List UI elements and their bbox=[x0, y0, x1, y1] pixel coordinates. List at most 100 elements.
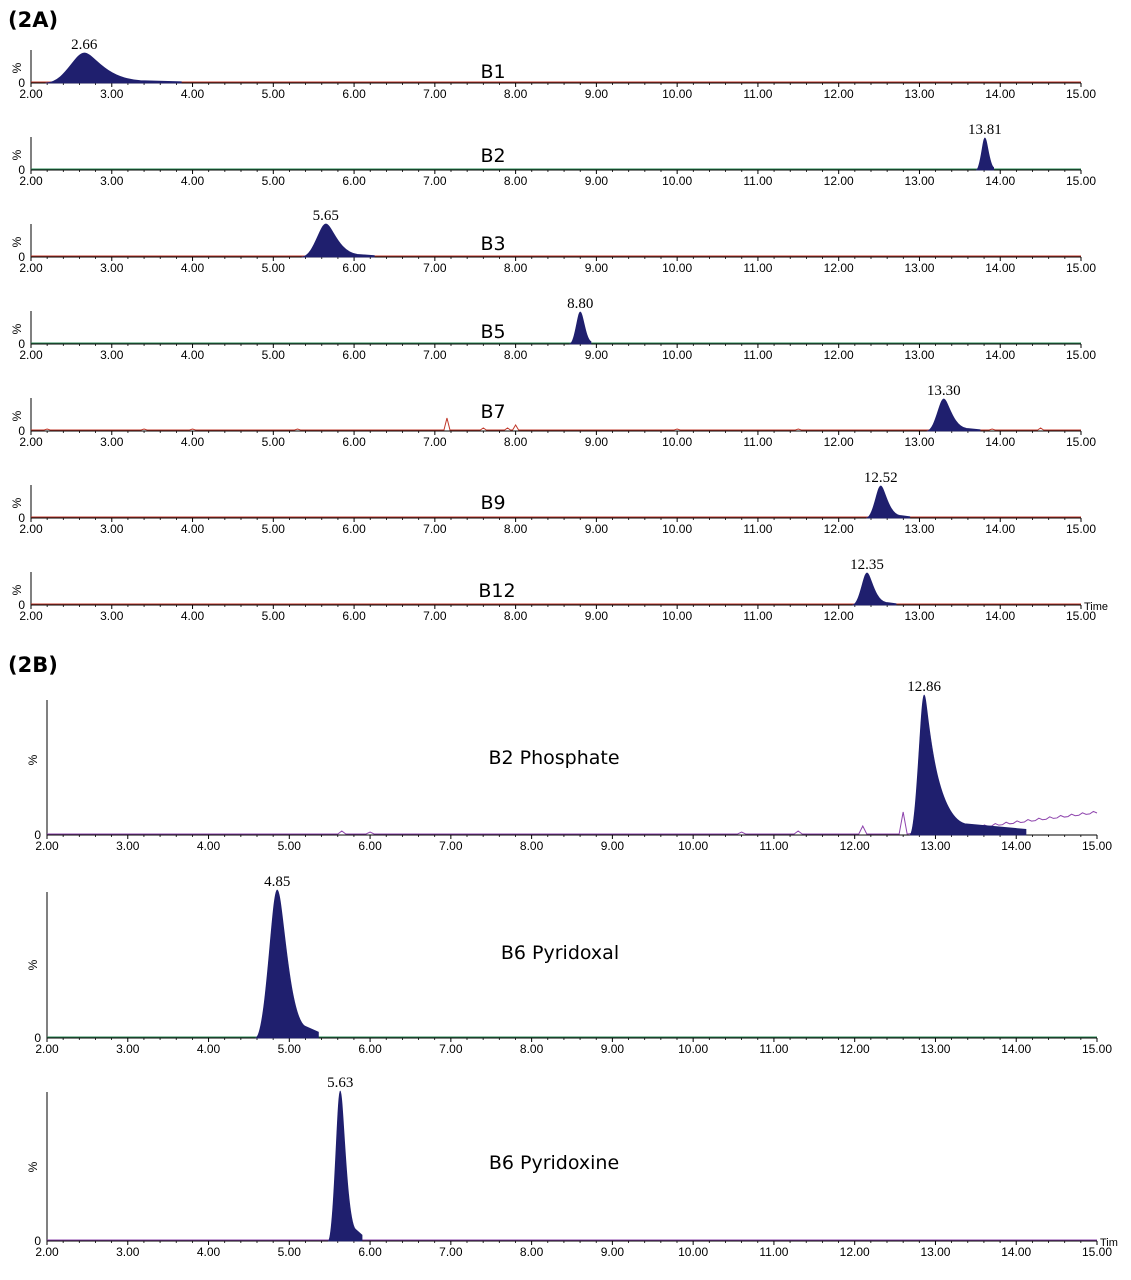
x-tick-label: 5.00 bbox=[278, 1245, 302, 1259]
x-tick-label: 7.00 bbox=[423, 609, 447, 623]
panel-label-2a: (2A) bbox=[8, 8, 58, 32]
x-tick-label: 13.00 bbox=[904, 348, 934, 362]
peak-area bbox=[926, 398, 981, 432]
x-tick-label: 15.00 bbox=[1066, 609, 1096, 623]
x-tick-label: 2.00 bbox=[19, 348, 43, 362]
y-axis-label: % bbox=[10, 323, 24, 334]
x-tick-label: 9.00 bbox=[601, 839, 625, 853]
x-tick-label: 3.00 bbox=[116, 1245, 140, 1259]
x-tick-label: 9.00 bbox=[601, 1245, 625, 1259]
chromatogram-panel: 2.00 3.00 4.00 5.00 6.00 7.00 8.00 9.00 10.00 11.… bbox=[10, 122, 1096, 188]
x-tick-label: 13.00 bbox=[904, 522, 934, 536]
x-tick-label: 5.00 bbox=[262, 87, 286, 101]
x-tick-label: 12.00 bbox=[824, 435, 854, 449]
x-tick-label: 8.00 bbox=[520, 1042, 544, 1056]
peak-area bbox=[852, 572, 897, 606]
x-tick-label: 6.00 bbox=[342, 522, 366, 536]
x-tick-label: 11.00 bbox=[743, 609, 772, 623]
x-tick-label: 4.00 bbox=[181, 261, 205, 275]
compound-label: B5 bbox=[480, 321, 505, 343]
x-tick-label: 7.00 bbox=[439, 1042, 463, 1056]
peak-label: 8.80 bbox=[567, 296, 593, 312]
x-tick-label: 14.00 bbox=[985, 348, 1015, 362]
x-tick-label: 2.00 bbox=[19, 522, 43, 536]
x-tick-label: 5.00 bbox=[262, 261, 286, 275]
peak-area bbox=[255, 889, 319, 1039]
y-tick-label: 0 bbox=[18, 76, 25, 90]
x-tick-label: 9.00 bbox=[585, 435, 609, 449]
x-tick-label: 13.00 bbox=[904, 435, 934, 449]
x-tick-label: 9.00 bbox=[585, 522, 609, 536]
x-tick-label: 12.00 bbox=[840, 1042, 870, 1056]
y-axis-label: % bbox=[10, 497, 24, 508]
x-tick-label: 7.00 bbox=[423, 522, 447, 536]
peak-label: 2.66 bbox=[71, 37, 98, 53]
y-axis-label: % bbox=[10, 236, 24, 247]
x-tick-label: 15.00 bbox=[1082, 1245, 1112, 1259]
x-tick-label: 4.00 bbox=[197, 1245, 221, 1259]
x-tick-label: 12.00 bbox=[824, 522, 854, 536]
chromatogram-panel: 2.00 3.00 4.00 5.00 6.00 7.00 8.00 9.00 10.00 11.… bbox=[10, 208, 1096, 275]
compound-label: B1 bbox=[480, 61, 505, 83]
x-tick-label: 13.00 bbox=[904, 609, 934, 623]
chromatogram-panel: 2.00 3.00 4.00 5.00 6.00 7.00 8.00 9.00 10.00 11.… bbox=[26, 679, 1112, 853]
chromatogram-panel: 2.00 3.00 4.00 5.00 6.00 7.00 8.00 9.00 10.00 11.… bbox=[10, 296, 1096, 362]
x-tick-label: 2.00 bbox=[19, 261, 43, 275]
peak-label: 12.52 bbox=[864, 470, 898, 486]
x-tick-label: 11.00 bbox=[743, 435, 772, 449]
x-tick-label: 7.00 bbox=[423, 348, 447, 362]
x-tick-label: 3.00 bbox=[116, 839, 140, 853]
y-axis-label: % bbox=[10, 149, 24, 160]
peak-area bbox=[327, 1090, 363, 1242]
chromatogram-plots: 2.00 3.00 4.00 5.00 6.00 7.00 8.00 9.00 10.00 11.… bbox=[10, 37, 1118, 1259]
compound-label: B9 bbox=[480, 492, 505, 514]
x-tick-label: 13.00 bbox=[904, 87, 934, 101]
x-tick-label: 14.00 bbox=[1001, 1245, 1031, 1259]
x-tick-label: 3.00 bbox=[100, 522, 124, 536]
x-tick-label: 12.00 bbox=[840, 1245, 870, 1259]
peak-area bbox=[569, 311, 592, 345]
x-tick-label: 14.00 bbox=[985, 261, 1015, 275]
x-tick-label: 9.00 bbox=[601, 1042, 625, 1056]
x-tick-label: 2.00 bbox=[35, 1245, 59, 1259]
peak-label: 5.63 bbox=[327, 1075, 353, 1091]
x-tick-label: 15.00 bbox=[1082, 839, 1112, 853]
peak-label: 13.30 bbox=[927, 383, 961, 399]
chromatogram-panel: 2.00 3.00 4.00 5.00 6.00 7.00 8.00 9.00 10.00 11.… bbox=[26, 874, 1112, 1056]
y-tick-label: 0 bbox=[18, 337, 25, 351]
peak-label: 12.35 bbox=[850, 557, 884, 573]
peak-area bbox=[975, 137, 995, 171]
peak-area bbox=[865, 485, 911, 519]
chromatogram-panel: 2.00 3.00 4.00 5.00 6.00 7.00 8.00 9.00 10.00 11.… bbox=[10, 37, 1096, 101]
x-tick-label: 3.00 bbox=[100, 174, 124, 188]
y-axis-label: % bbox=[10, 410, 24, 421]
y-tick-label: 0 bbox=[18, 250, 25, 264]
x-tick-label: 3.00 bbox=[100, 261, 124, 275]
x-axis-label: Time bbox=[1084, 601, 1108, 613]
x-tick-label: 5.00 bbox=[262, 522, 286, 536]
x-tick-label: 8.00 bbox=[504, 609, 528, 623]
x-tick-label: 12.00 bbox=[840, 839, 870, 853]
x-tick-label: 3.00 bbox=[100, 348, 124, 362]
x-tick-label: 11.00 bbox=[743, 174, 772, 188]
y-tick-label: 0 bbox=[34, 828, 41, 842]
x-tick-label: 3.00 bbox=[100, 87, 124, 101]
x-axis-label: Tim bbox=[1100, 1237, 1118, 1249]
x-tick-label: 9.00 bbox=[585, 609, 609, 623]
x-tick-label: 11.00 bbox=[759, 1042, 788, 1056]
x-tick-label: 13.00 bbox=[920, 1042, 950, 1056]
compound-label: B2 Phosphate bbox=[488, 747, 619, 769]
x-tick-label: 13.00 bbox=[904, 174, 934, 188]
x-tick-label: 13.00 bbox=[920, 839, 950, 853]
x-tick-label: 9.00 bbox=[585, 174, 609, 188]
x-tick-label: 4.00 bbox=[181, 609, 205, 623]
x-tick-label: 11.00 bbox=[743, 522, 772, 536]
x-tick-label: 9.00 bbox=[585, 348, 609, 362]
x-tick-label: 8.00 bbox=[504, 174, 528, 188]
x-tick-label: 12.00 bbox=[824, 261, 854, 275]
x-tick-label: 11.00 bbox=[759, 1245, 788, 1259]
x-tick-label: 15.00 bbox=[1066, 435, 1096, 449]
y-axis-label: % bbox=[26, 1161, 40, 1172]
baseline-trace bbox=[31, 417, 1081, 431]
x-tick-label: 9.00 bbox=[585, 261, 609, 275]
